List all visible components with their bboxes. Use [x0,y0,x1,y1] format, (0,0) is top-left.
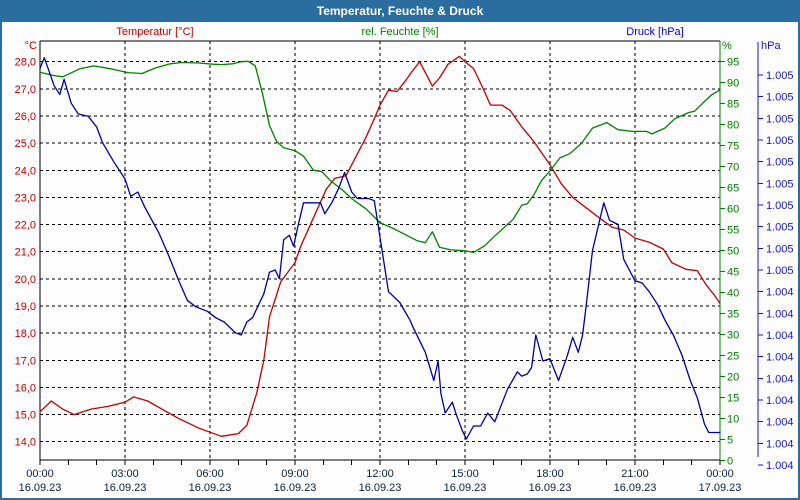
svg-text:03:00: 03:00 [111,468,139,480]
svg-text:1.005: 1.005 [766,135,794,147]
svg-text:30: 30 [727,330,739,342]
svg-text:0: 0 [727,456,733,468]
svg-text:09:00: 09:00 [281,468,309,480]
svg-text:20,0: 20,0 [15,274,36,286]
svg-text:1.005: 1.005 [766,92,794,104]
svg-text:21,0: 21,0 [15,247,36,259]
svg-text:95: 95 [727,57,739,69]
svg-text:06:00: 06:00 [196,468,224,480]
svg-text:16,0: 16,0 [15,382,36,394]
svg-text:1.005: 1.005 [766,178,794,190]
svg-text:65: 65 [727,183,739,195]
humidity-axis-unit-label: % [722,40,732,52]
svg-text:1.004: 1.004 [766,395,794,407]
title-bar: Temperatur, Feuchte & Druck [0,0,800,22]
druck-series-line [39,57,721,440]
svg-text:5: 5 [727,435,733,447]
svg-text:1.004: 1.004 [766,352,794,364]
svg-text:1.004: 1.004 [766,287,794,299]
svg-text:16.09.23: 16.09.23 [189,482,232,494]
svg-text:1.004: 1.004 [766,417,794,429]
svg-text:1.004: 1.004 [766,438,794,450]
svg-text:19,0: 19,0 [15,301,36,313]
svg-text:16.09.23: 16.09.23 [19,482,62,494]
svg-text:50: 50 [727,246,739,258]
svg-text:1.005: 1.005 [766,222,794,234]
svg-text:40: 40 [727,288,739,300]
svg-text:17.09.23: 17.09.23 [699,482,742,494]
temperature-axis-labels: 28,0 27,0 26,0 25,0 24,0 23,0 22,0 21,0 20,0 19,0… [15,57,36,449]
svg-text:90: 90 [727,78,739,90]
svg-text:25,0: 25,0 [15,138,36,150]
svg-text:21:00: 21:00 [621,468,649,480]
svg-text:22,0: 22,0 [15,220,36,232]
svg-text:16.09.23: 16.09.23 [274,482,317,494]
svg-text:1.005: 1.005 [766,113,794,125]
rel-feuchte-series-line [39,60,721,254]
svg-text:00:00: 00:00 [26,468,54,480]
svg-text:15,0: 15,0 [15,410,36,422]
svg-text:35: 35 [727,309,739,321]
svg-text:18:00: 18:00 [536,468,564,480]
left-axis-unit-label: °C [24,40,37,52]
legend-temperature: Temperatur [°C] [116,26,194,38]
svg-text:45: 45 [727,267,739,279]
svg-text:60: 60 [727,204,739,216]
svg-text:1.004: 1.004 [766,330,794,342]
svg-text:1.005: 1.005 [766,157,794,169]
svg-text:28,0: 28,0 [15,57,36,69]
svg-text:75: 75 [727,141,739,153]
svg-text:70: 70 [727,162,739,174]
svg-text:12:00: 12:00 [366,468,394,480]
svg-text:1.004: 1.004 [766,460,794,472]
svg-text:55: 55 [727,225,739,237]
window-title: Temperatur, Feuchte & Druck [316,4,484,18]
x-axis-labels: 00:00 16.09.23 03:00 16.09.23 06:00 16.09.23 0… [19,468,742,494]
svg-text:23,0: 23,0 [15,192,36,204]
grid-layer [40,41,720,460]
svg-text:14,0: 14,0 [15,437,36,449]
svg-text:1.005: 1.005 [766,265,794,277]
x-axis-ticks [39,460,721,465]
pressure-axis-unit-label: hPa [761,40,781,52]
temperatur-series-line [39,55,721,437]
svg-text:18,0: 18,0 [15,328,36,340]
svg-text:20: 20 [727,372,739,384]
svg-text:16.09.23: 16.09.23 [444,482,487,494]
svg-text:1.004: 1.004 [766,373,794,385]
svg-text:1.004: 1.004 [766,308,794,320]
svg-text:26,0: 26,0 [15,111,36,123]
svg-text:85: 85 [727,99,739,111]
pressure-axis: 1.005 1.005 1.005 1.005 1.005 1.005 1.005 1.005… [757,42,794,472]
legend-humidity: rel. Feuchte [%] [361,26,439,38]
svg-text:1.005: 1.005 [766,200,794,212]
svg-text:15: 15 [727,393,739,405]
svg-text:00:00: 00:00 [706,468,734,480]
svg-text:17,0: 17,0 [15,355,36,367]
svg-text:80: 80 [727,120,739,132]
legend-pressure: Druck [hPa] [626,26,684,38]
svg-text:25: 25 [727,351,739,363]
svg-text:16.09.23: 16.09.23 [104,482,147,494]
svg-text:24,0: 24,0 [15,165,36,177]
svg-text:27,0: 27,0 [15,84,36,96]
svg-text:1.005: 1.005 [766,243,794,255]
svg-text:16.09.23: 16.09.23 [614,482,657,494]
svg-text:16.09.23: 16.09.23 [359,482,402,494]
svg-text:1.005: 1.005 [766,70,794,82]
svg-text:10: 10 [727,414,739,426]
svg-text:16.09.23: 16.09.23 [529,482,572,494]
svg-text:15:00: 15:00 [451,468,479,480]
